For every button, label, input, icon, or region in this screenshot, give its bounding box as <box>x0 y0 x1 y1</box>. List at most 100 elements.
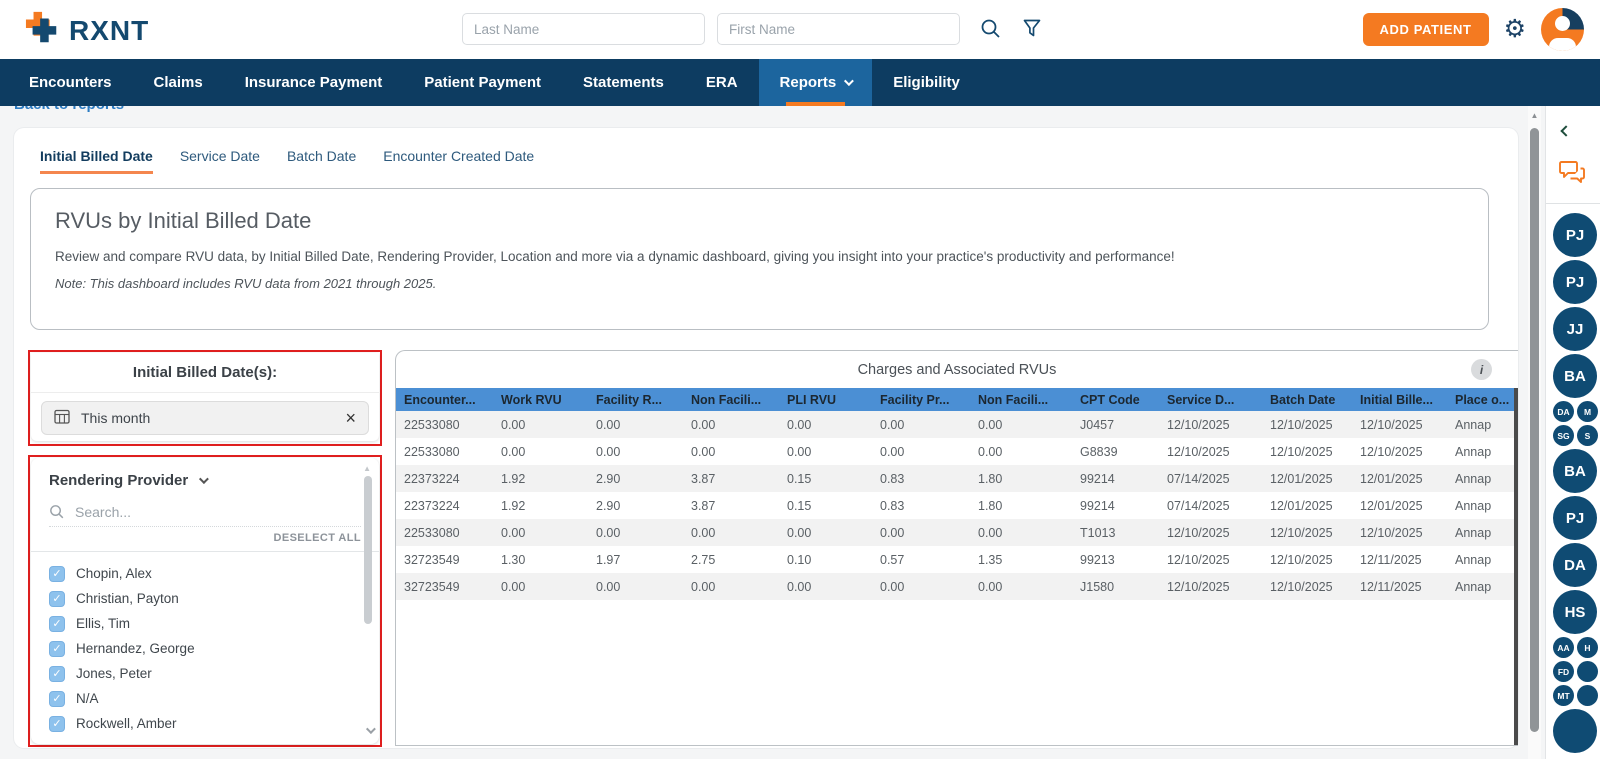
provider-item-christian-payton[interactable]: ✓ Christian, Payton <box>49 586 349 611</box>
page-scrollbar-thumb[interactable] <box>1530 128 1539 732</box>
table-scrollbar[interactable] <box>1514 388 1518 745</box>
contact-avatar-fd[interactable]: FD <box>1553 661 1574 682</box>
contact-avatar-jj[interactable]: JJ <box>1553 307 1597 351</box>
first-name-input[interactable] <box>717 13 960 45</box>
contact-avatar-ba[interactable]: BA <box>1553 449 1597 493</box>
table-row[interactable]: 32723549 0.00 0.00 0.00 0.00 0.00 0.00 J1580 12/… <box>396 573 1518 600</box>
table-cell: Annap <box>1455 471 1492 486</box>
nav-item-encounters[interactable]: Encounters <box>29 74 112 91</box>
table-cell: 12/10/2025 <box>1270 417 1333 432</box>
checkbox-checked-icon[interactable]: ✓ <box>49 715 65 732</box>
user-avatar[interactable] <box>1541 8 1584 51</box>
list-scroll-up-icon[interactable]: ▲ <box>363 464 371 473</box>
provider-item-hernandez-george[interactable]: ✓ Hernandez, George <box>49 636 349 661</box>
checkbox-checked-icon[interactable]: ✓ <box>49 590 65 607</box>
report-title: RVUs by Initial Billed Date <box>55 208 312 233</box>
table-cell: 0.00 <box>596 579 621 594</box>
collapse-sidebar-button[interactable] <box>1546 122 1600 140</box>
page-scrollbar[interactable]: ▲ <box>1528 106 1541 759</box>
contact-avatar[interactable] <box>1577 685 1598 706</box>
table-cell: 0.00 <box>880 525 905 540</box>
nav-item-reports[interactable]: Reports <box>758 59 873 106</box>
nav-item-patient-payment[interactable]: Patient Payment <box>424 74 541 91</box>
column-header-encounter[interactable]: Encounter... <box>404 392 476 407</box>
contact-avatar-m[interactable]: M <box>1577 401 1598 422</box>
column-header-batch-date[interactable]: Batch Date <box>1270 392 1336 407</box>
rxnt-logo[interactable]: RXNT <box>24 10 149 51</box>
chat-button[interactable] <box>1546 140 1600 190</box>
column-header-facility-r[interactable]: Facility R... <box>596 392 662 407</box>
column-header-facility-pr[interactable]: Facility Pr... <box>880 392 950 407</box>
checkbox-checked-icon[interactable]: ✓ <box>49 665 65 682</box>
checkbox-checked-icon[interactable]: ✓ <box>49 615 65 632</box>
contact-avatar-sg[interactable]: SG <box>1553 425 1574 446</box>
column-header-work-rvu[interactable]: Work RVU <box>501 392 562 407</box>
table-cell: 0.83 <box>880 471 905 486</box>
contact-avatar-aa[interactable]: AA <box>1553 637 1574 658</box>
column-header-non-facili[interactable]: Non Facili... <box>691 392 762 407</box>
contact-avatar-h[interactable]: H <box>1577 637 1598 658</box>
contact-avatar-pj[interactable]: PJ <box>1553 496 1597 540</box>
table-cell: 0.00 <box>787 579 812 594</box>
checkbox-checked-icon[interactable]: ✓ <box>49 690 65 707</box>
provider-item-chopin-alex[interactable]: ✓ Chopin, Alex <box>49 561 349 586</box>
table-row[interactable]: 22533080 0.00 0.00 0.00 0.00 0.00 0.00 T1013 12/… <box>396 519 1518 546</box>
contact-avatar-ba[interactable]: BA <box>1553 354 1597 398</box>
column-header-pli-rvu[interactable]: PLI RVU <box>787 392 837 407</box>
provider-label: Hernandez, George <box>76 641 195 656</box>
table-row[interactable]: 22533080 0.00 0.00 0.00 0.00 0.00 0.00 J0457 12/… <box>396 411 1518 438</box>
date-chip-row: This month × <box>31 393 379 435</box>
contact-avatar-mt[interactable]: MT <box>1553 685 1574 706</box>
checkbox-checked-icon[interactable]: ✓ <box>49 565 65 582</box>
tab-encounter-created-date[interactable]: Encounter Created Date <box>383 148 535 164</box>
filter-icon[interactable] <box>1022 19 1042 39</box>
search-icon[interactable] <box>980 18 1002 40</box>
column-header-place-o[interactable]: Place o... <box>1455 392 1510 407</box>
table-row[interactable]: 22533080 0.00 0.00 0.00 0.00 0.00 0.00 G8839 12/… <box>396 438 1518 465</box>
contact-avatar-da[interactable]: DA <box>1553 401 1574 422</box>
provider-item-rockwell-amber[interactable]: ✓ Rockwell, Amber <box>49 711 349 736</box>
contact-avatar-s[interactable]: S <box>1577 425 1598 446</box>
column-header-cpt-code[interactable]: CPT Code <box>1080 392 1140 407</box>
column-header-initial-bille[interactable]: Initial Bille... <box>1360 392 1433 407</box>
add-patient-button[interactable]: ADD PATIENT <box>1362 13 1489 46</box>
date-range-chip[interactable]: This month × <box>41 401 369 435</box>
checkbox-checked-icon[interactable]: ✓ <box>49 640 65 657</box>
contact-avatar-pj[interactable]: PJ <box>1553 260 1597 304</box>
contact-avatar[interactable] <box>1577 661 1598 682</box>
calendar-icon <box>54 409 70 427</box>
table-row[interactable]: 32723549 1.30 1.97 2.75 0.10 0.57 1.35 99213 12/… <box>396 546 1518 573</box>
provider-item-n-a[interactable]: ✓ N/A <box>49 686 349 711</box>
tab-initial-billed-date[interactable]: Initial Billed Date <box>40 148 153 174</box>
provider-dropdown[interactable]: Rendering Provider <box>31 472 379 489</box>
table-row[interactable]: 22373224 1.92 2.90 3.87 0.15 0.83 1.80 99214 07/… <box>396 492 1518 519</box>
table-cell: 12/10/2025 <box>1360 444 1423 459</box>
table-cell: 3.87 <box>691 471 716 486</box>
nav-item-eligibility[interactable]: Eligibility <box>893 74 960 91</box>
table-cell: J0457 <box>1080 417 1115 432</box>
chip-close-icon[interactable]: × <box>345 408 356 428</box>
table-cell: 1.80 <box>978 498 1003 513</box>
nav-item-claims[interactable]: Claims <box>153 74 203 91</box>
last-name-input[interactable] <box>462 13 705 45</box>
contact-avatar[interactable] <box>1553 709 1597 753</box>
nav-item-statements[interactable]: Statements <box>583 74 664 91</box>
column-header-non-facili[interactable]: Non Facili... <box>978 392 1049 407</box>
provider-item-jones-peter[interactable]: ✓ Jones, Peter <box>49 661 349 686</box>
nav-item-era[interactable]: ERA <box>705 74 738 91</box>
nav-item-insurance-payment[interactable]: Insurance Payment <box>244 74 383 91</box>
provider-search[interactable]: Search... <box>49 504 361 527</box>
gear-icon[interactable]: ⚙ <box>1503 15 1526 43</box>
deselect-all-button[interactable]: DESELECT ALL <box>31 527 379 552</box>
scroll-up-arrow-icon[interactable]: ▲ <box>1530 111 1539 120</box>
table-row[interactable]: 22373224 1.92 2.90 3.87 0.15 0.83 1.80 99214 07/… <box>396 465 1518 492</box>
tab-service-date[interactable]: Service Date <box>179 148 260 164</box>
provider-list-scrollbar[interactable] <box>364 476 372 624</box>
tab-batch-date[interactable]: Batch Date <box>286 148 357 164</box>
provider-item-ellis-tim[interactable]: ✓ Ellis, Tim <box>49 611 349 636</box>
info-icon[interactable]: i <box>1471 359 1492 380</box>
column-header-service-d[interactable]: Service D... <box>1167 392 1235 407</box>
contact-avatar-hs[interactable]: HS <box>1553 590 1597 634</box>
contact-avatar-da[interactable]: DA <box>1553 543 1597 587</box>
contact-avatar-pj[interactable]: PJ <box>1553 213 1597 257</box>
